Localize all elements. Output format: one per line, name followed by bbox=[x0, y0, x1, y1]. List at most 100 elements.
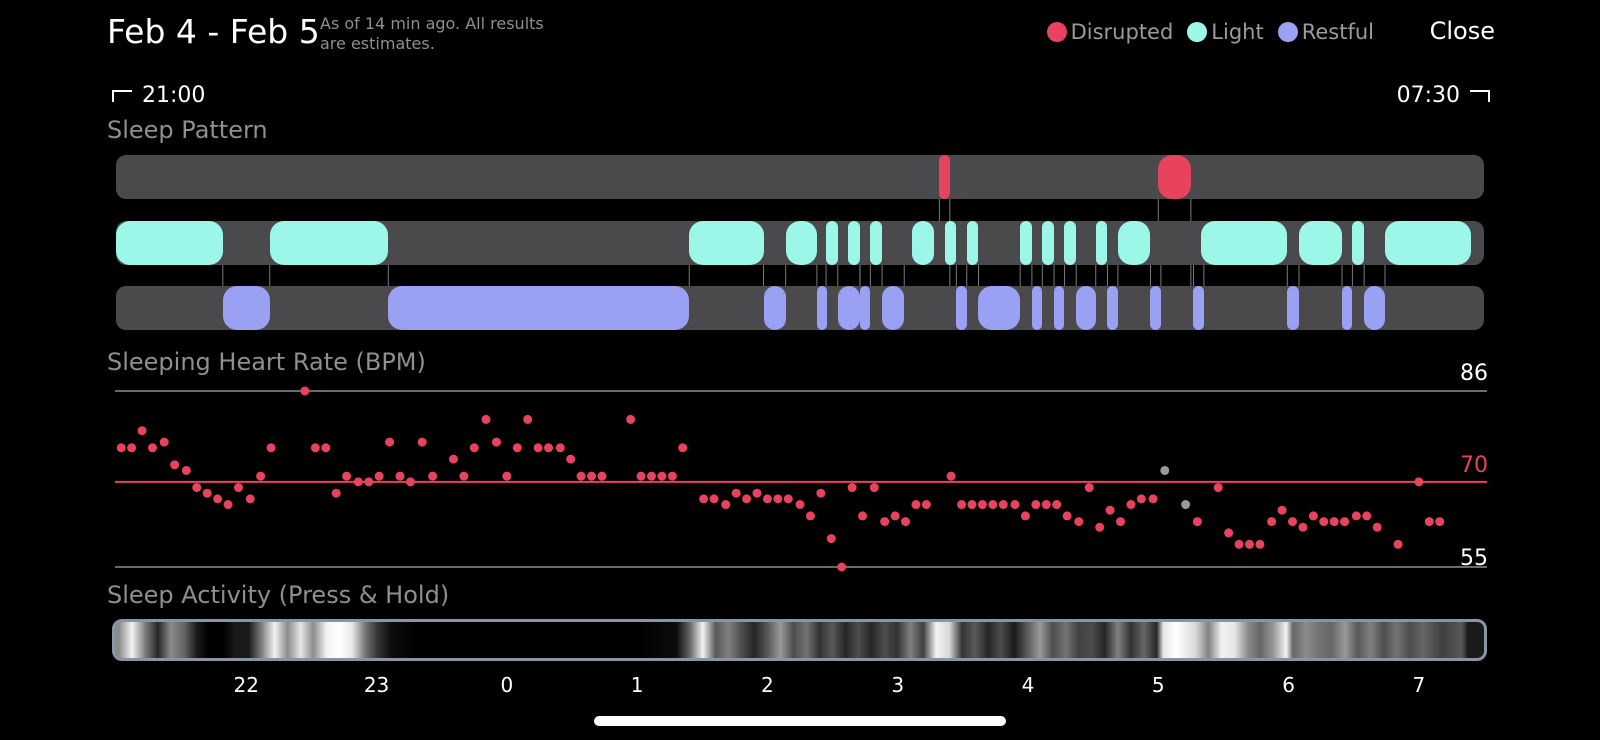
heart-rate-point bbox=[245, 494, 255, 504]
home-indicator[interactable] bbox=[594, 716, 1006, 726]
heart-rate-point bbox=[1287, 517, 1297, 527]
heart-rate-point bbox=[1116, 517, 1126, 527]
heart-rate-point bbox=[428, 471, 438, 481]
heart-rate-point bbox=[921, 500, 931, 510]
close-button[interactable]: Close bbox=[1429, 17, 1495, 45]
heart-rate-point bbox=[1372, 522, 1382, 532]
restful-segment bbox=[978, 286, 1021, 330]
restful-segment bbox=[1341, 286, 1353, 330]
heart-rate-point bbox=[1084, 483, 1094, 493]
light-segment bbox=[826, 221, 838, 265]
disrupted-segment bbox=[939, 155, 950, 199]
heart-rate-point bbox=[310, 443, 320, 453]
heart-rate-point bbox=[469, 443, 479, 453]
light-segment bbox=[1020, 221, 1032, 265]
restful-segment bbox=[882, 286, 905, 330]
heart-rate-point bbox=[147, 443, 157, 453]
restful-segment bbox=[837, 286, 860, 330]
heart-rate-point bbox=[901, 517, 911, 527]
heart-rate-point bbox=[1136, 494, 1146, 504]
disrupted-track[interactable] bbox=[116, 155, 1484, 199]
heart-rate-point bbox=[911, 500, 921, 510]
light-swatch bbox=[1187, 22, 1208, 42]
time-tick-label: 23 bbox=[363, 673, 390, 697]
heart-rate-point bbox=[353, 477, 363, 487]
heart-rate-point bbox=[826, 534, 836, 544]
heart-rate-point bbox=[1031, 500, 1041, 510]
heart-rate-point bbox=[1329, 517, 1339, 527]
restful-segment bbox=[1364, 286, 1385, 330]
heart-rate-point bbox=[364, 477, 374, 487]
heart-rate-point bbox=[544, 443, 554, 453]
bracket-end-icon bbox=[1470, 89, 1490, 102]
light-segment bbox=[912, 221, 935, 265]
restful-track[interactable] bbox=[116, 286, 1484, 330]
light-segment bbox=[1384, 221, 1471, 265]
heart-rate-point bbox=[233, 483, 243, 493]
light-segment bbox=[1298, 221, 1342, 265]
heart-rate-point bbox=[417, 437, 427, 447]
restful-segment bbox=[222, 286, 270, 330]
heart-rate-point bbox=[998, 500, 1008, 510]
time-tick-label: 1 bbox=[630, 673, 644, 697]
bracket-start-icon bbox=[112, 89, 132, 102]
heart-rate-point bbox=[137, 426, 147, 436]
restful-segment bbox=[816, 286, 827, 330]
heart-rate-point bbox=[762, 494, 772, 504]
restful-segment bbox=[859, 286, 871, 330]
time-tick-label: 5 bbox=[1151, 673, 1165, 697]
time-tick-label: 22 bbox=[233, 673, 260, 697]
heart-rate-point bbox=[721, 500, 731, 510]
heart-rate-point bbox=[300, 386, 310, 396]
restful-segment bbox=[1287, 286, 1299, 330]
range-start: 21:00 bbox=[112, 83, 205, 108]
heart-rate-point bbox=[1192, 517, 1202, 527]
light-segment bbox=[1117, 221, 1151, 265]
heart-rate-point bbox=[699, 494, 709, 504]
heart-rate-point bbox=[1234, 539, 1244, 549]
heart-rate-point bbox=[890, 511, 900, 521]
heart-rate-point bbox=[223, 500, 233, 510]
heart-rate-point bbox=[946, 471, 956, 481]
hr-max-label: 86 bbox=[1460, 361, 1488, 386]
heart-rate-point bbox=[213, 494, 223, 504]
light-track[interactable] bbox=[116, 221, 1484, 265]
restful-segment bbox=[956, 286, 967, 330]
light-segment bbox=[1042, 221, 1055, 265]
light-segment bbox=[1352, 221, 1365, 265]
heart-rate-point bbox=[805, 511, 815, 521]
disrupted-segment bbox=[1158, 155, 1191, 199]
restful-segment bbox=[763, 286, 786, 330]
heart-rate-point bbox=[1277, 505, 1287, 515]
legend-item-light: Light bbox=[1187, 20, 1264, 44]
range-end-time: 07:30 bbox=[1396, 83, 1460, 108]
heart-rate-point bbox=[1148, 494, 1158, 504]
heart-rate-point bbox=[491, 437, 501, 447]
heart-rate-point bbox=[256, 471, 266, 481]
heart-rate-point bbox=[512, 443, 522, 453]
time-tick-label: 6 bbox=[1282, 673, 1295, 697]
heart-rate-point bbox=[858, 511, 868, 521]
heart-rate-point bbox=[773, 494, 783, 504]
heart-rate-point bbox=[795, 500, 805, 510]
restful-segment bbox=[388, 286, 690, 330]
heart-rate-point bbox=[1267, 517, 1277, 527]
heart-rate-point bbox=[837, 562, 847, 572]
sleep-activity-bar[interactable] bbox=[112, 619, 1487, 661]
heart-rate-point bbox=[321, 443, 331, 453]
heart-rate-point bbox=[395, 471, 405, 481]
light-segment bbox=[1095, 221, 1108, 265]
heart-rate-point bbox=[533, 443, 543, 453]
heart-rate-point bbox=[1095, 522, 1105, 532]
heart-rate-point bbox=[1224, 528, 1234, 538]
legend-label: Restful bbox=[1301, 20, 1374, 44]
restful-segment bbox=[1076, 286, 1096, 330]
range-start-time: 21:00 bbox=[142, 83, 206, 108]
heart-rate-point bbox=[566, 454, 576, 464]
heart-rate-point bbox=[159, 437, 169, 447]
time-tick-label: 3 bbox=[891, 673, 905, 697]
light-segment bbox=[269, 221, 389, 265]
heart-rate-point bbox=[1255, 539, 1265, 549]
